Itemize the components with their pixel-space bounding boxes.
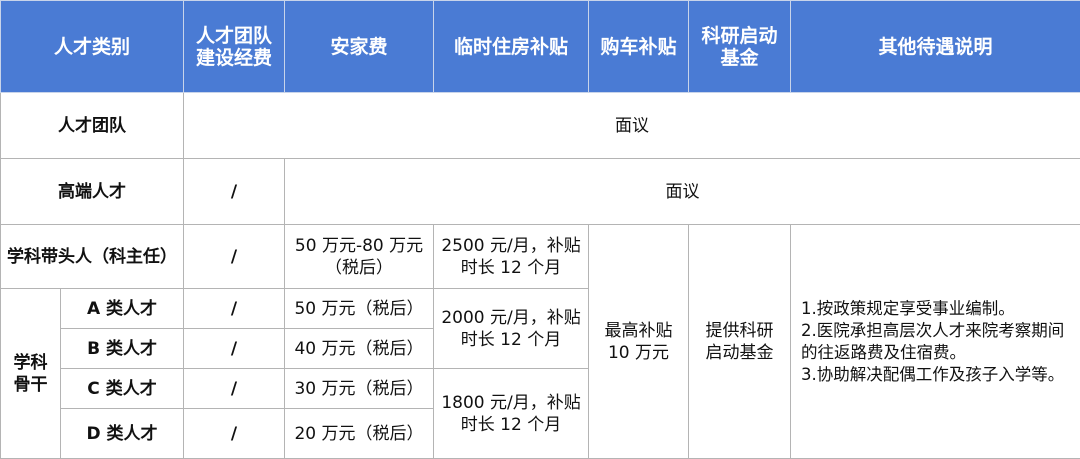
header-housing: 临时住房补贴 — [434, 1, 589, 93]
row-label: 学科带头人（科主任） — [1, 225, 184, 289]
housing-cell: 1800 元/月，补贴 时长 12 个月 — [434, 369, 589, 459]
row-label: 高端人才 — [1, 159, 184, 225]
housing-cell: 2000 元/月，补贴 时长 12 个月 — [434, 289, 589, 369]
header-team-fund: 人才团队 建设经费 — [184, 1, 285, 93]
settlement-cell: 50 万元（税后） — [285, 289, 434, 329]
negotiable-cell: 面议 — [285, 159, 1080, 225]
row-label: B 类人才 — [61, 329, 184, 369]
header-car: 购车补贴 — [589, 1, 689, 93]
row-label: C 类人才 — [61, 369, 184, 409]
table-row: 学科带头人（科主任） / 50 万元-80 万元 （税后） 2500 元/月，补… — [1, 225, 1080, 289]
settlement-cell: 40 万元（税后） — [285, 329, 434, 369]
team-fund-cell: / — [184, 159, 285, 225]
team-fund-cell: / — [184, 409, 285, 459]
research-fund-cell: 提供科研 启动基金 — [689, 225, 791, 459]
settlement-cell: 30 万元（税后） — [285, 369, 434, 409]
negotiable-cell: 面议 — [184, 93, 1080, 159]
row-label: D 类人才 — [61, 409, 184, 459]
header-settlement: 安家费 — [285, 1, 434, 93]
table-row: 人才团队 面议 — [1, 93, 1080, 159]
team-fund-cell: / — [184, 225, 285, 289]
settlement-cell: 20 万元（税后） — [285, 409, 434, 459]
row-label: A 类人才 — [61, 289, 184, 329]
team-fund-cell: / — [184, 369, 285, 409]
team-fund-cell: / — [184, 289, 285, 329]
other-benefits-cell: 1.按政策规定享受事业编制。 2.医院承担高层次人才来院考察期间的往返路费及住宿… — [791, 225, 1080, 459]
settlement-cell: 50 万元-80 万元 （税后） — [285, 225, 434, 289]
header-other: 其他待遇说明 — [791, 1, 1080, 93]
table-row: 高端人才 / 面议 — [1, 159, 1080, 225]
row-label: 人才团队 — [1, 93, 184, 159]
header-research: 科研启动 基金 — [689, 1, 791, 93]
team-fund-cell: / — [184, 329, 285, 369]
header-category: 人才类别 — [1, 1, 184, 93]
header-row: 人才类别 人才团队 建设经费 安家费 临时住房补贴 购车补贴 科研启动 基金 其… — [1, 1, 1080, 93]
backbone-label: 学科 骨干 — [1, 289, 61, 459]
housing-cell: 2500 元/月，补贴 时长 12 个月 — [434, 225, 589, 289]
car-subsidy-cell: 最高补贴 10 万元 — [589, 225, 689, 459]
